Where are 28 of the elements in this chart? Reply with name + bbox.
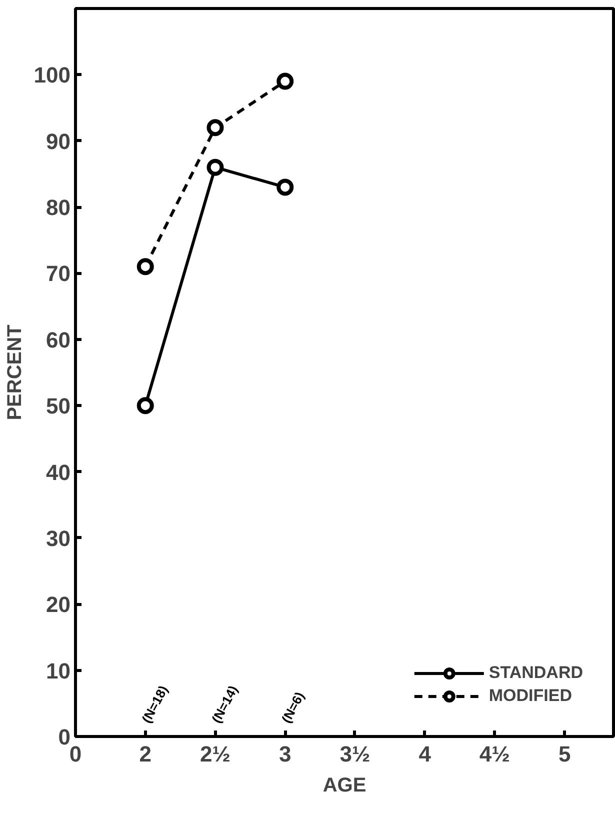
x-tick-label: 2½ xyxy=(200,742,231,766)
x-tick-label: 4 xyxy=(418,742,432,766)
y-tick-label: 0 xyxy=(58,724,71,750)
x-tick-label: 4½ xyxy=(479,742,510,766)
y-tick-label: 30 xyxy=(46,526,71,551)
point xyxy=(136,397,154,414)
x-tick-label: 3½ xyxy=(340,742,370,766)
y-tick-label: 10 xyxy=(46,658,71,684)
y-tick-label: 80 xyxy=(46,195,71,220)
point xyxy=(206,119,224,136)
point xyxy=(136,258,154,276)
y-tick-label: 100 xyxy=(34,62,71,88)
y-tick-label: 60 xyxy=(46,327,71,352)
y-tick-label: 50 xyxy=(46,394,71,419)
point xyxy=(276,72,294,90)
y-tick-label: 90 xyxy=(46,128,71,154)
legend-label: STANDARD xyxy=(488,663,583,683)
legend-label: MODIFIED xyxy=(488,686,572,706)
y-tick-label: 70 xyxy=(46,261,71,286)
y-axis-title: PERCENT xyxy=(4,324,26,420)
x-tick-label: 3 xyxy=(278,742,292,766)
y-tick-label: 20 xyxy=(46,592,71,618)
point xyxy=(206,158,224,176)
point xyxy=(276,178,294,196)
x-tick-label: 5 xyxy=(558,742,571,766)
y-tick-label: 40 xyxy=(46,460,71,485)
x-tick-label: 2 xyxy=(139,742,152,766)
x-axis-title: AGE xyxy=(322,774,366,796)
